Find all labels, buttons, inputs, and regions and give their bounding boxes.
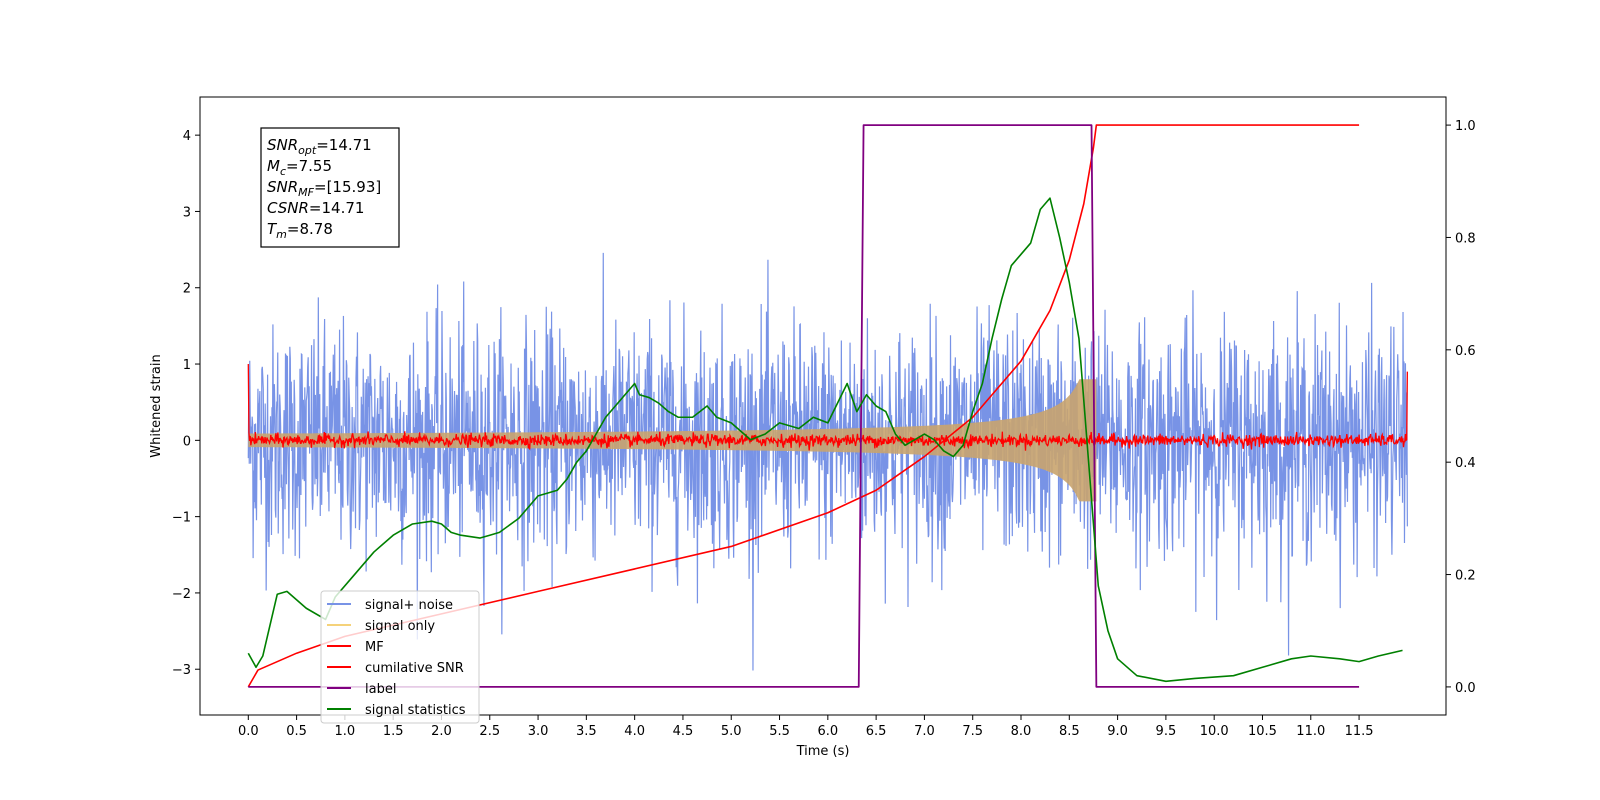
- x-tick-label: 0.5: [286, 724, 307, 739]
- x-tick-label: 8.0: [1011, 724, 1032, 739]
- legend-label: signal only: [365, 619, 435, 634]
- x-tick-label: 8.5: [1059, 724, 1080, 739]
- x-tick-label: 3.0: [528, 724, 549, 739]
- legend: signal+ noise signal only MF cumilative SNR…: [320, 590, 480, 724]
- y2-tick-label: 0.8: [1455, 231, 1476, 246]
- y2-tick-label: 0.2: [1455, 569, 1476, 584]
- x-tick-label: 3.5: [576, 724, 597, 739]
- series-mf: [247, 364, 1409, 451]
- annotation-line: CSNR=14.71: [267, 199, 364, 217]
- legend-label: cumilative SNR: [365, 661, 464, 676]
- legend-label: label: [365, 682, 396, 697]
- x-tick-label: 1.0: [335, 724, 356, 739]
- x-tick-label: 9.0: [1107, 724, 1128, 739]
- x-tick-label: 6.0: [817, 724, 838, 739]
- annotation-line: Mc=7.55: [267, 157, 332, 178]
- metrics-annotation-box: SNRopt=14.71Mc=7.55SNRMF=[15.93]CSNR=14.…: [260, 127, 400, 248]
- x-tick-label: 6.5: [866, 724, 887, 739]
- y-axis-label: Whitened strain: [149, 354, 164, 457]
- x-tick-label: 0.0: [238, 724, 259, 739]
- x-axis: 0.0 0.5 1.0 1.5 2.0 2.5 3.0 3.5 4.0 4.5 5.0 5.5 6.0 6…: [238, 715, 1374, 739]
- y-tick-label: −1: [172, 511, 191, 526]
- y-tick-label: 0: [183, 434, 191, 449]
- series-label: [248, 124, 1360, 688]
- x-tick-label: 7.0: [914, 724, 935, 739]
- x-tick-label: 11.5: [1345, 724, 1374, 739]
- plot-frame: [199, 96, 1447, 716]
- x-axis-label: Time (s): [796, 744, 850, 759]
- y2-tick-label: 0.4: [1455, 456, 1476, 471]
- y-tick-label: 1: [183, 358, 191, 373]
- y2-tick-label: 1.0: [1455, 119, 1476, 134]
- x-tick-label: 5.5: [769, 724, 790, 739]
- y2-tick-label: 0.6: [1455, 344, 1476, 359]
- legend-label: signal+ noise: [365, 598, 453, 613]
- annotation-line: SNRMF=[15.93]: [267, 178, 381, 199]
- x-tick-label: 11.0: [1296, 724, 1325, 739]
- annotation-line: SNRopt=14.71: [267, 136, 372, 157]
- x-tick-label: 10.5: [1248, 724, 1277, 739]
- y-tick-label: −2: [172, 587, 191, 602]
- y-axis-left: 4 3 2 1 0 −1 −2 −3: [172, 129, 200, 678]
- y-tick-label: 2: [183, 282, 191, 297]
- x-tick-label: 7.5: [962, 724, 983, 739]
- x-tick-label: 9.5: [1156, 724, 1177, 739]
- y-tick-label: 3: [183, 205, 191, 220]
- y-tick-label: 4: [183, 129, 191, 144]
- y-axis-right: 1.0 0.8 0.6 0.4 0.2 0.0: [1446, 119, 1476, 696]
- series-signal-statistics: [247, 197, 1403, 683]
- legend-frame: [320, 590, 480, 724]
- x-tick-label: 10.0: [1200, 724, 1229, 739]
- annotation-line: Tm=8.78: [267, 220, 333, 241]
- x-tick-label: 4.0: [624, 724, 645, 739]
- x-tick-label: 2.5: [479, 724, 500, 739]
- x-tick-label: 1.5: [383, 724, 404, 739]
- y-tick-label: −3: [172, 663, 191, 678]
- x-tick-label: 4.5: [673, 724, 694, 739]
- legend-label: signal statistics: [365, 703, 466, 718]
- y2-tick-label: 0.0: [1455, 681, 1476, 696]
- annotation-frame: [260, 127, 400, 248]
- legend-label: MF: [365, 640, 384, 655]
- x-tick-label: 5.0: [721, 724, 742, 739]
- x-tick-label: 2.0: [431, 724, 452, 739]
